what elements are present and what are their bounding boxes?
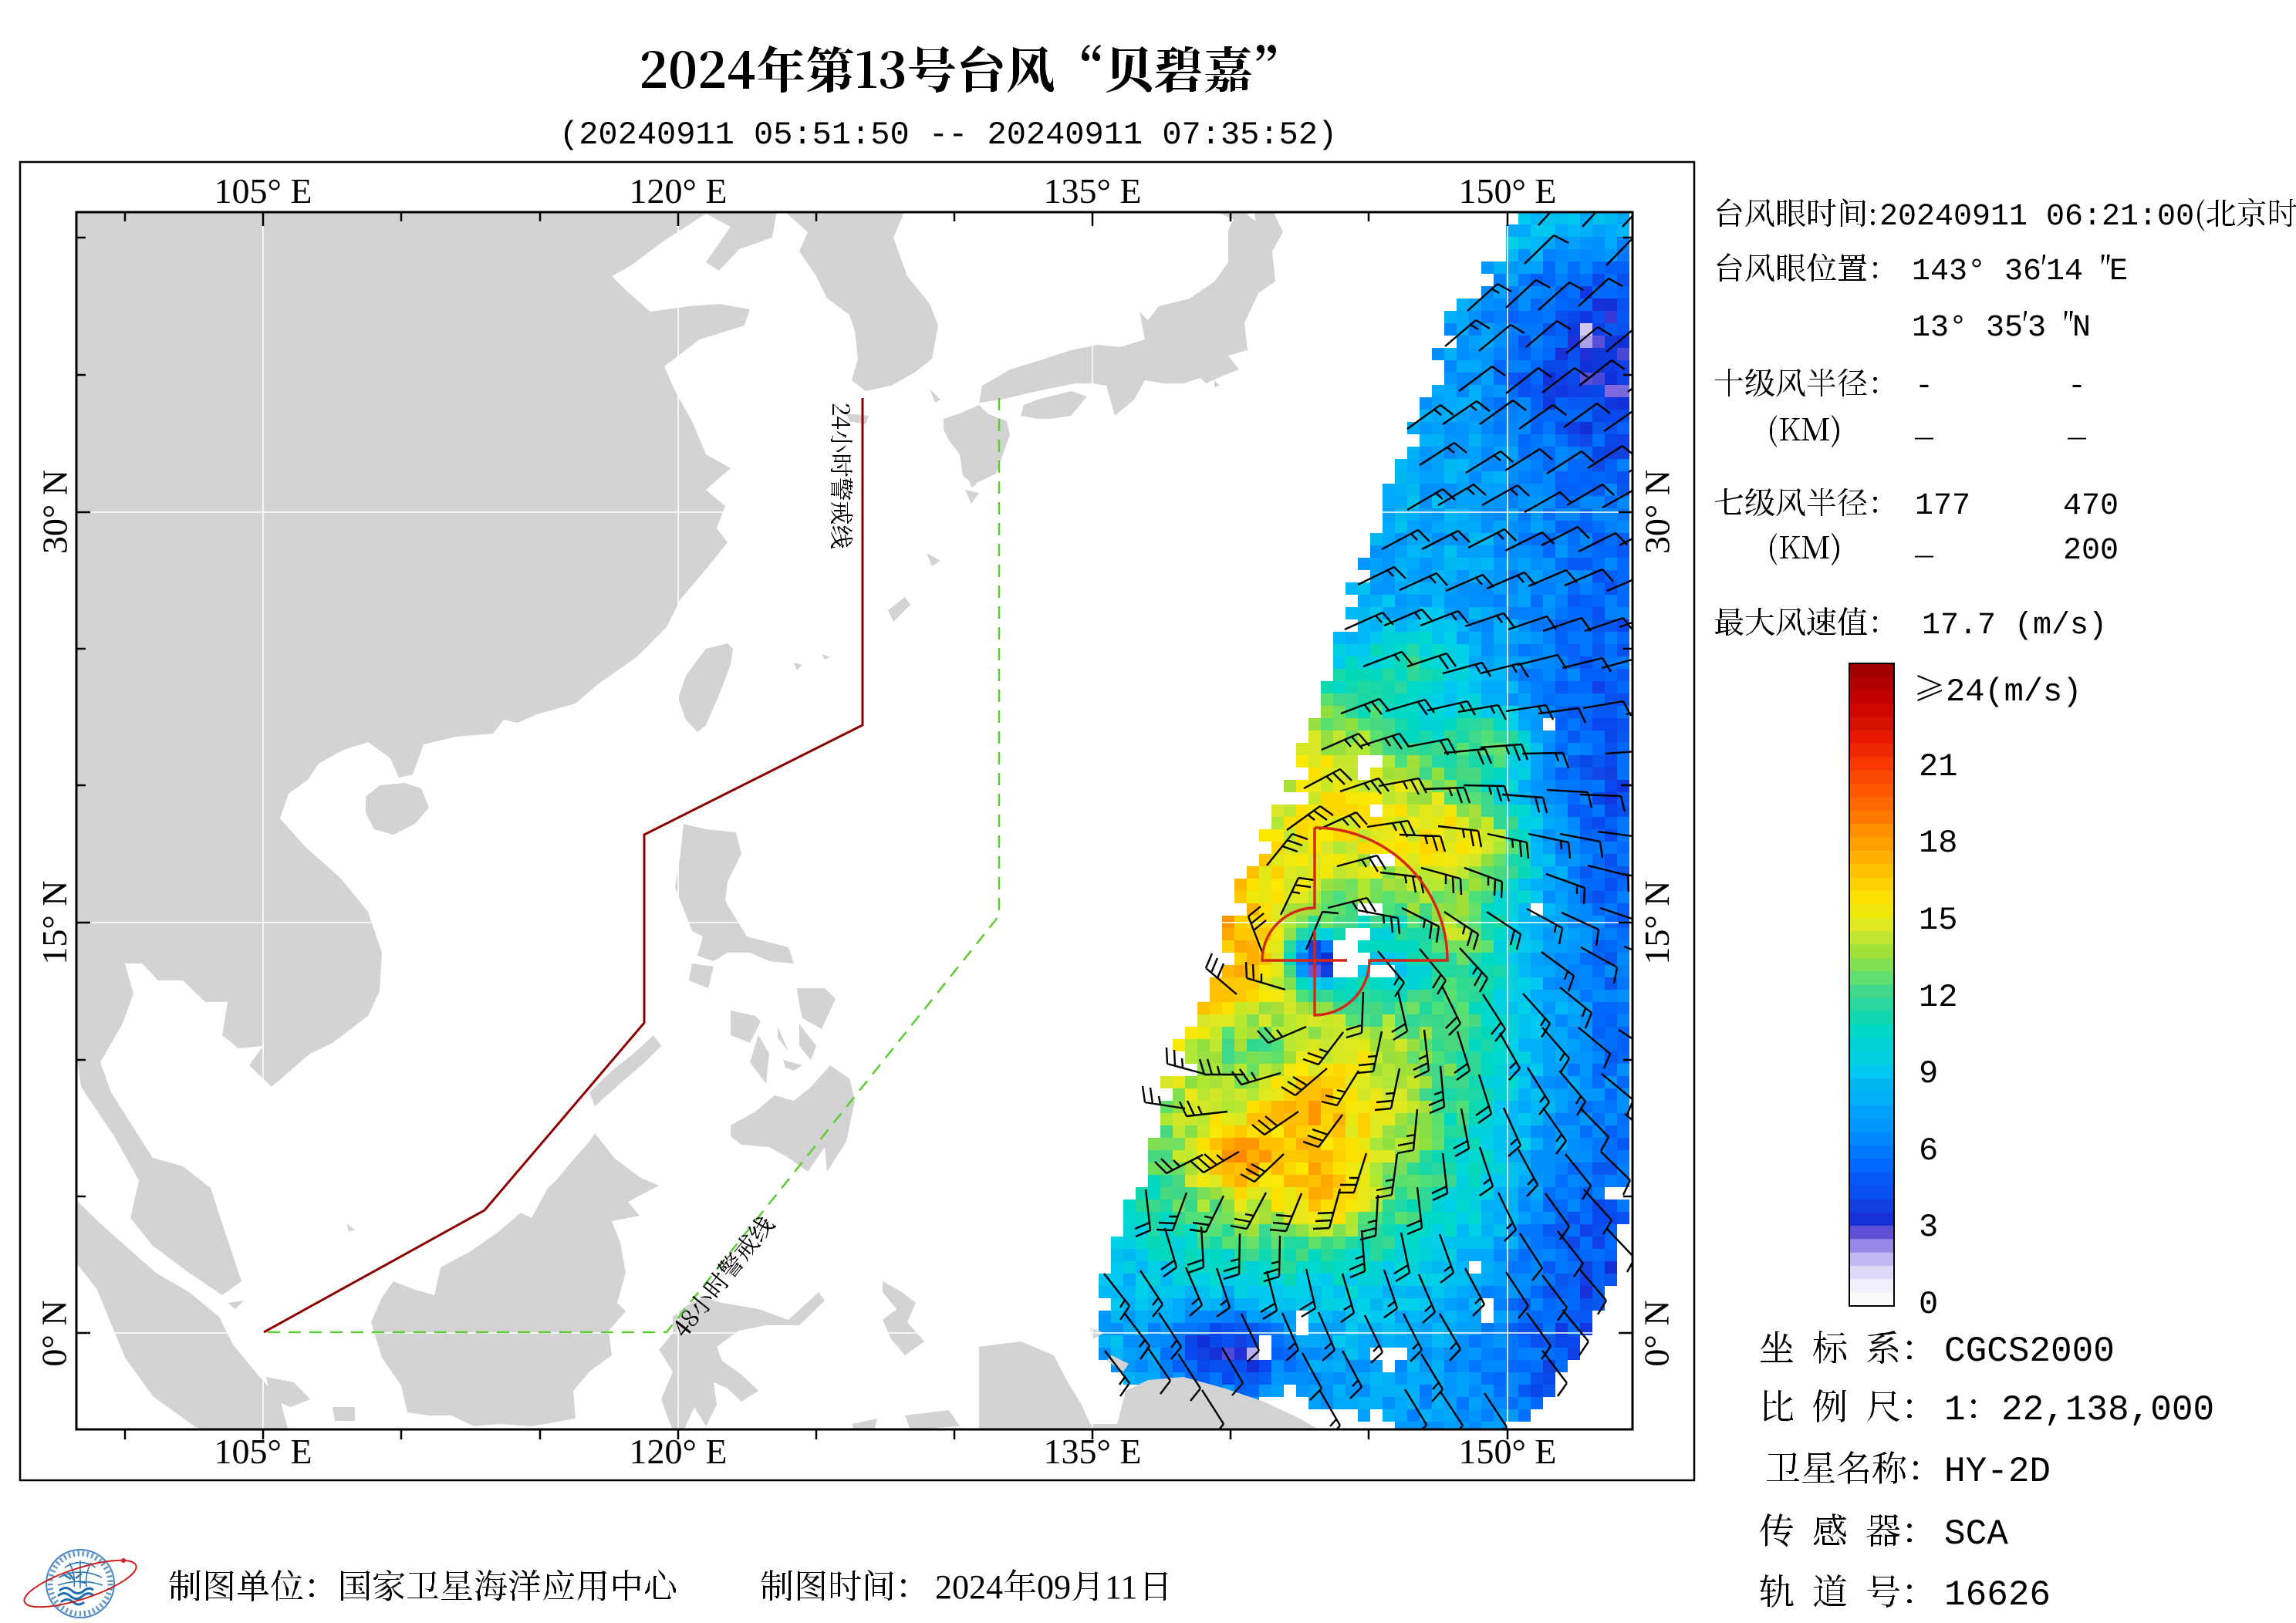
svg-text:12: 12 — [1919, 979, 1957, 1016]
svg-text:15° N: 15° N — [1637, 880, 1676, 964]
svg-text:15: 15 — [1919, 902, 1957, 939]
svg-text:HY-2D: HY-2D — [1944, 1452, 2051, 1492]
svg-text:200: 200 — [2063, 534, 2119, 569]
svg-text:SCA: SCA — [1944, 1514, 2008, 1554]
svg-text:20240911 06:21:00: 20240911 06:21:00 — [1879, 200, 2194, 235]
svg-text:15° N: 15° N — [35, 880, 74, 964]
svg-text:2024: 2024 — [935, 1568, 1003, 1606]
svg-text:105° E: 105° E — [214, 1432, 312, 1471]
svg-text:30° N: 30° N — [35, 470, 75, 554]
svg-text:9: 9 — [1919, 1055, 1938, 1092]
svg-text:135° E: 135° E — [1044, 171, 1142, 211]
svg-text:150° E: 150° E — [1459, 1432, 1557, 1471]
svg-text:1: 1 — [1944, 1390, 1966, 1430]
svg-text:13° 35: 13° 35 — [1912, 311, 2023, 346]
svg-text:3: 3 — [2028, 311, 2046, 346]
svg-text:-: - — [2068, 369, 2086, 404]
svg-text:14: 14 — [2046, 255, 2083, 289]
svg-text:E: E — [2109, 255, 2128, 289]
svg-text:16626: 16626 — [1944, 1575, 2051, 1615]
svg-text:3: 3 — [1919, 1209, 1938, 1246]
svg-text:21: 21 — [1919, 748, 1957, 785]
svg-text:6: 6 — [1919, 1132, 1938, 1169]
svg-text:177: 177 — [1915, 489, 1970, 524]
svg-text:24(m/s): 24(m/s) — [1946, 673, 2082, 710]
svg-text:_: _ — [2067, 411, 2087, 446]
svg-text:(20240911 05:51:50 -- 20240911: (20240911 05:51:50 -- 20240911 07:35:52) — [559, 116, 1337, 154]
svg-text:17.7 (m/s): 17.7 (m/s) — [1922, 609, 2107, 643]
svg-text:470: 470 — [2063, 489, 2119, 524]
svg-text:105° E: 105° E — [214, 171, 312, 211]
svg-text:_: _ — [1914, 411, 1934, 446]
svg-text:150° E: 150° E — [1459, 171, 1557, 211]
svg-text:N: N — [2072, 311, 2091, 346]
svg-text:11: 11 — [1105, 1568, 1137, 1606]
svg-text:0° N: 0° N — [35, 1300, 74, 1366]
svg-text:CGCS2000: CGCS2000 — [1944, 1331, 2115, 1372]
svg-text:0: 0 — [1919, 1286, 1938, 1323]
svg-text:135° E: 135° E — [1044, 1432, 1142, 1471]
svg-text:0° N: 0° N — [1637, 1300, 1676, 1366]
svg-text:_: _ — [1914, 529, 1934, 564]
svg-text:120° E: 120° E — [630, 171, 728, 211]
svg-text:22,138,000: 22,138,000 — [2001, 1390, 2214, 1430]
svg-text:120° E: 120° E — [630, 1432, 728, 1471]
svg-text:30° N: 30° N — [1638, 470, 1677, 554]
svg-text:143° 36: 143° 36 — [1912, 255, 2041, 289]
svg-text:18: 18 — [1919, 825, 1957, 862]
svg-text:-: - — [1915, 369, 1933, 404]
svg-text:09: 09 — [1037, 1568, 1071, 1606]
